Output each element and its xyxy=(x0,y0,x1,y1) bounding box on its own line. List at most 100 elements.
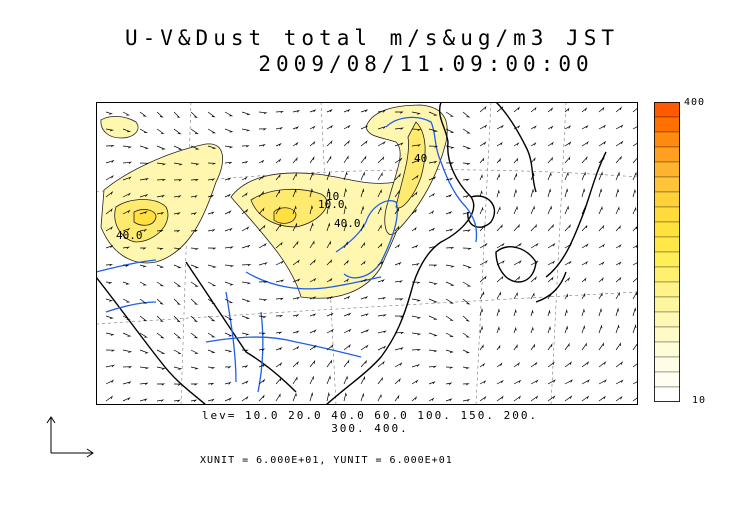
wind-arrow xyxy=(513,223,520,232)
wind-arrow xyxy=(156,111,164,118)
wind-arrow xyxy=(394,173,401,181)
wind-arrow xyxy=(547,395,556,402)
wind-arrow xyxy=(547,343,553,351)
wind-arrow xyxy=(224,111,234,117)
wind-arrow xyxy=(122,332,132,337)
wind-arrow xyxy=(411,396,418,402)
wind-arrow xyxy=(173,179,183,182)
wind-arrow xyxy=(445,111,454,117)
wind-arrow xyxy=(139,264,147,268)
wind-arrow xyxy=(445,128,455,133)
wind-arrow xyxy=(190,111,198,118)
wind-arrow xyxy=(258,111,268,115)
wind-arrow xyxy=(105,175,114,181)
wind-arrow xyxy=(615,395,623,402)
colorbar-cell xyxy=(654,356,680,373)
wind-arrow xyxy=(615,261,622,266)
wind-arrow xyxy=(615,206,620,215)
wind-arrow xyxy=(241,192,248,198)
wind-arrow xyxy=(428,315,438,320)
wind-arrow xyxy=(190,264,200,269)
wind-arrow xyxy=(360,205,365,215)
wind-arrow xyxy=(513,362,521,368)
wind-arrow xyxy=(632,171,637,181)
wind-arrow xyxy=(139,162,150,165)
wind-arrow xyxy=(445,332,454,337)
wind-arrow xyxy=(632,125,638,130)
wind-arrow xyxy=(292,259,300,266)
wind-arrow xyxy=(190,281,199,287)
wind-arrow xyxy=(343,328,352,334)
wind-arrow xyxy=(598,395,606,402)
wind-arrow xyxy=(105,226,114,232)
wind-arrow xyxy=(615,361,624,368)
wind-arrow xyxy=(598,224,605,232)
wind-arrow xyxy=(377,188,382,198)
wind-arrow xyxy=(479,224,486,232)
wind-arrow xyxy=(207,298,216,305)
wind-arrow xyxy=(462,195,470,198)
wind-arrow xyxy=(445,382,453,385)
wind-arrow xyxy=(173,383,182,386)
wind-arrow xyxy=(462,178,470,182)
wind-arrow xyxy=(377,156,385,164)
wind-arrow xyxy=(496,275,504,283)
wind-arrow xyxy=(428,245,437,249)
wind-arrow xyxy=(564,156,571,164)
wind-arrow xyxy=(564,342,570,351)
wind-arrow xyxy=(394,331,405,335)
wind-arrow xyxy=(326,375,331,385)
wind-arrow xyxy=(241,298,251,303)
wind-arrow xyxy=(173,349,181,355)
wind-arrow xyxy=(326,359,333,368)
wind-arrow xyxy=(275,315,284,318)
wind-arrow xyxy=(275,393,281,402)
wind-arrow xyxy=(479,380,487,385)
wind-arrow xyxy=(139,128,148,134)
wind-arrow xyxy=(547,205,552,215)
wind-arrow xyxy=(309,359,316,368)
wind-arrow xyxy=(598,324,603,334)
wind-arrow xyxy=(224,177,232,181)
wind-arrow xyxy=(513,188,517,198)
wind-arrow xyxy=(513,344,518,351)
colorbar-cell xyxy=(654,266,680,283)
wind-arrow xyxy=(258,143,266,147)
wind-arrow xyxy=(530,361,538,368)
wind-arrow xyxy=(173,230,181,233)
wind-arrow xyxy=(445,162,455,165)
wind-arrow xyxy=(241,145,250,148)
wind-arrow xyxy=(156,315,164,322)
wind-arrow xyxy=(547,309,551,317)
wind-arrow xyxy=(581,261,589,266)
wind-arrow xyxy=(547,276,554,283)
wind-arrow xyxy=(309,188,313,198)
wind-arrow xyxy=(139,298,148,304)
wind-arrow xyxy=(207,264,217,269)
wind-arrow xyxy=(139,211,148,215)
wind-arrow xyxy=(292,314,300,317)
wind-arrow xyxy=(513,379,522,385)
wind-arrow xyxy=(309,109,317,113)
wind-arrow xyxy=(547,141,554,147)
wind-arrow xyxy=(309,313,317,317)
wind-arrow xyxy=(615,140,624,147)
wind-arrow xyxy=(411,128,422,132)
wind-arrow xyxy=(428,128,439,133)
wind-arrow xyxy=(224,381,232,385)
wind-arrow xyxy=(207,194,215,198)
wind-arrow xyxy=(462,398,471,402)
wind-arrow xyxy=(258,190,264,198)
colorbar-cell xyxy=(654,206,680,223)
wind-arrow xyxy=(190,162,200,166)
wind-arrow xyxy=(207,128,217,134)
wind-arrow xyxy=(428,298,438,303)
wind-arrow xyxy=(275,260,284,266)
contour-labels: 40.0 10.0 40.0 10 40 xyxy=(116,152,427,242)
wind-arrow xyxy=(292,360,299,368)
wind-arrow xyxy=(598,140,607,147)
wind-arrow xyxy=(190,212,198,215)
wind-arrow xyxy=(258,224,266,232)
wind-arrow xyxy=(309,344,317,351)
wind-arrow xyxy=(275,110,284,114)
